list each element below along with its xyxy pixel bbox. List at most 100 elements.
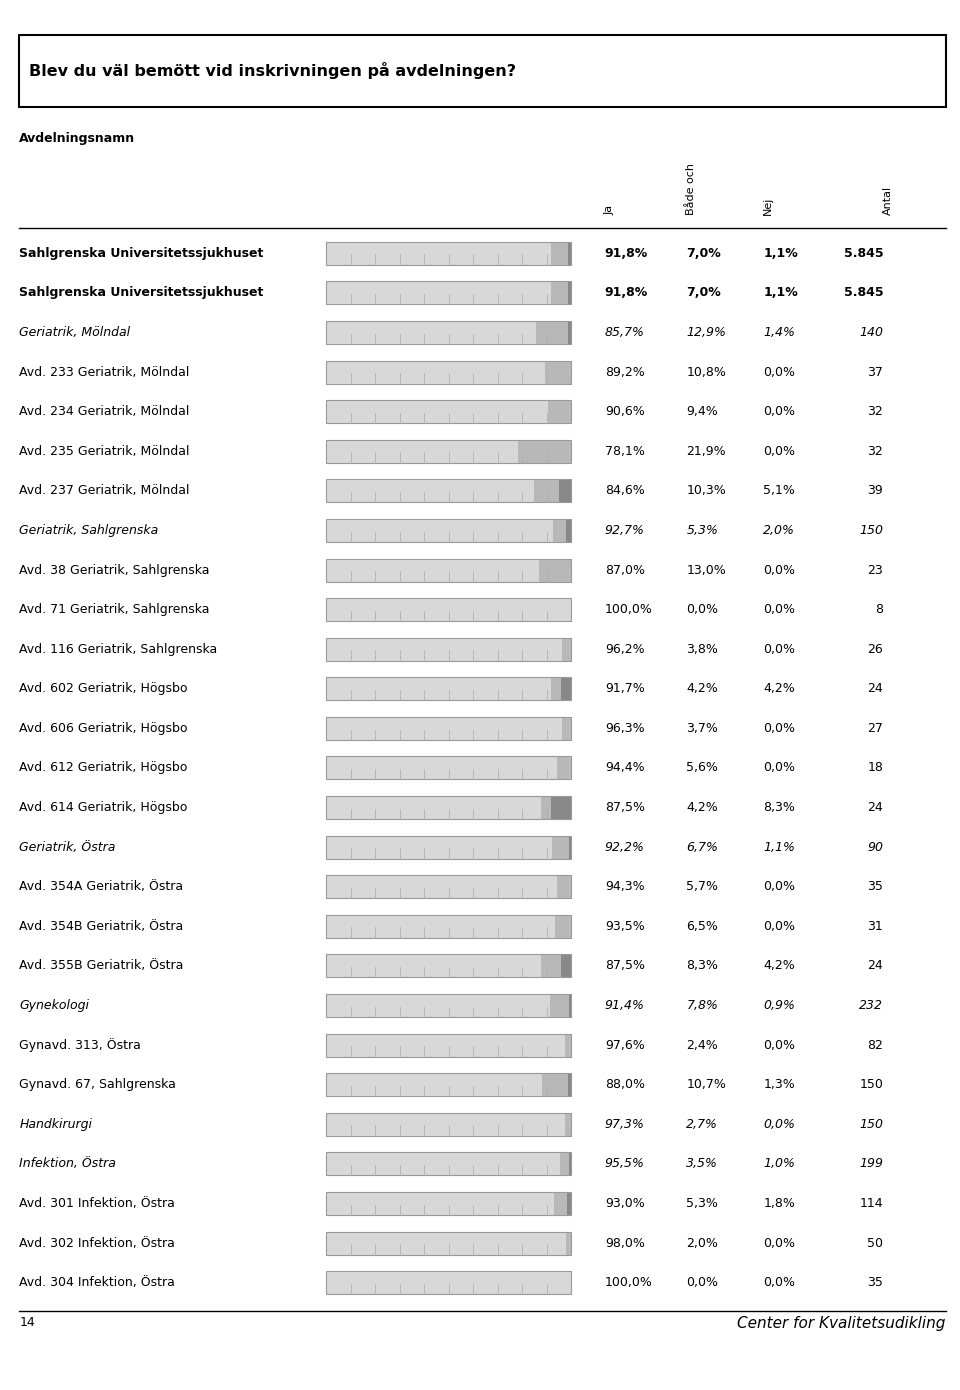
Text: 0,0%: 0,0%: [763, 1276, 795, 1289]
Text: Avd. 301 Infektion, Östra: Avd. 301 Infektion, Östra: [19, 1197, 175, 1209]
FancyBboxPatch shape: [568, 1073, 571, 1097]
Text: 5.845: 5.845: [844, 286, 883, 299]
Text: 24: 24: [868, 682, 883, 695]
Text: 114: 114: [859, 1197, 883, 1209]
Text: 5,7%: 5,7%: [686, 880, 718, 894]
Text: 4,2%: 4,2%: [763, 959, 795, 973]
Text: 26: 26: [868, 642, 883, 656]
Text: 6,5%: 6,5%: [686, 920, 718, 933]
FancyBboxPatch shape: [568, 242, 571, 265]
Text: Handkirurgi: Handkirurgi: [19, 1118, 92, 1131]
FancyBboxPatch shape: [551, 281, 568, 304]
FancyBboxPatch shape: [326, 480, 571, 502]
Text: Geriatrik, Östra: Geriatrik, Östra: [19, 841, 115, 853]
Text: Avd. 235 Geriatrik, Mölndal: Avd. 235 Geriatrik, Mölndal: [19, 445, 190, 457]
Text: 100,0%: 100,0%: [605, 1276, 653, 1289]
Text: 84,6%: 84,6%: [605, 484, 644, 498]
Text: 1,4%: 1,4%: [763, 327, 795, 339]
Text: 1,0%: 1,0%: [763, 1158, 795, 1170]
Text: 0,0%: 0,0%: [763, 642, 795, 656]
Text: 5,3%: 5,3%: [686, 524, 718, 537]
Text: 4,2%: 4,2%: [763, 682, 795, 695]
Text: 10,7%: 10,7%: [686, 1079, 727, 1091]
FancyBboxPatch shape: [326, 1073, 541, 1097]
Text: 0,0%: 0,0%: [686, 1276, 718, 1289]
Text: 150: 150: [859, 1118, 883, 1131]
FancyBboxPatch shape: [555, 915, 571, 938]
Text: 93,0%: 93,0%: [605, 1197, 644, 1209]
Text: 90,6%: 90,6%: [605, 404, 644, 418]
Text: 1,3%: 1,3%: [763, 1079, 795, 1091]
Text: 10,8%: 10,8%: [686, 366, 727, 378]
FancyBboxPatch shape: [326, 242, 551, 265]
Text: 27: 27: [867, 721, 883, 735]
FancyBboxPatch shape: [551, 242, 568, 265]
FancyBboxPatch shape: [326, 242, 571, 265]
FancyBboxPatch shape: [326, 400, 548, 423]
FancyBboxPatch shape: [326, 1034, 565, 1056]
Text: 4,2%: 4,2%: [686, 801, 718, 815]
FancyBboxPatch shape: [326, 835, 552, 859]
Text: 85,7%: 85,7%: [605, 327, 645, 339]
Text: Gynavd. 313, Östra: Gynavd. 313, Östra: [19, 1038, 141, 1052]
Text: 92,7%: 92,7%: [605, 524, 645, 537]
FancyBboxPatch shape: [558, 756, 571, 780]
Text: Avd. 612 Geriatrik, Högsbo: Avd. 612 Geriatrik, Högsbo: [19, 762, 187, 774]
FancyBboxPatch shape: [566, 518, 571, 542]
FancyBboxPatch shape: [326, 915, 555, 938]
Text: 8,3%: 8,3%: [686, 959, 718, 973]
FancyBboxPatch shape: [553, 518, 566, 542]
Text: 12,9%: 12,9%: [686, 327, 727, 339]
FancyBboxPatch shape: [554, 1193, 567, 1215]
FancyBboxPatch shape: [326, 915, 571, 938]
FancyBboxPatch shape: [569, 994, 571, 1017]
FancyBboxPatch shape: [548, 400, 571, 423]
Text: Center for Kvalitetsudikling: Center for Kvalitetsudikling: [737, 1316, 946, 1332]
FancyBboxPatch shape: [567, 321, 571, 343]
Text: 150: 150: [859, 1079, 883, 1091]
FancyBboxPatch shape: [326, 1193, 554, 1215]
Text: 88,0%: 88,0%: [605, 1079, 645, 1091]
Text: 5.845: 5.845: [844, 247, 883, 260]
FancyBboxPatch shape: [552, 835, 568, 859]
Text: 8: 8: [876, 603, 883, 616]
FancyBboxPatch shape: [326, 717, 563, 739]
Text: Nej: Nej: [763, 197, 773, 215]
FancyBboxPatch shape: [541, 1073, 568, 1097]
Text: Blev du väl bemött vid inskrivningen på avdelningen?: Blev du väl bemött vid inskrivningen på …: [29, 63, 516, 79]
Text: 10,3%: 10,3%: [686, 484, 726, 498]
FancyBboxPatch shape: [562, 677, 571, 701]
FancyBboxPatch shape: [19, 35, 946, 107]
Text: 0,0%: 0,0%: [763, 1038, 795, 1052]
FancyBboxPatch shape: [326, 321, 571, 343]
FancyBboxPatch shape: [550, 994, 569, 1017]
Text: 0,0%: 0,0%: [763, 1237, 795, 1250]
Text: 31: 31: [868, 920, 883, 933]
Text: Gynavd. 67, Sahlgrenska: Gynavd. 67, Sahlgrenska: [19, 1079, 176, 1091]
FancyBboxPatch shape: [561, 1152, 568, 1176]
Text: 90: 90: [867, 841, 883, 853]
FancyBboxPatch shape: [326, 876, 557, 898]
FancyBboxPatch shape: [544, 360, 571, 384]
FancyBboxPatch shape: [537, 321, 567, 343]
FancyBboxPatch shape: [326, 480, 534, 502]
Text: Infektion, Östra: Infektion, Östra: [19, 1158, 116, 1170]
FancyBboxPatch shape: [326, 994, 550, 1017]
FancyBboxPatch shape: [326, 1113, 564, 1136]
FancyBboxPatch shape: [326, 598, 571, 621]
Text: 21,9%: 21,9%: [686, 445, 726, 457]
FancyBboxPatch shape: [326, 756, 558, 780]
Text: 98,0%: 98,0%: [605, 1237, 645, 1250]
Text: Avd. 233 Geriatrik, Mölndal: Avd. 233 Geriatrik, Mölndal: [19, 366, 189, 378]
Text: 8,3%: 8,3%: [763, 801, 795, 815]
Text: 87,0%: 87,0%: [605, 563, 645, 577]
Text: 97,3%: 97,3%: [605, 1118, 645, 1131]
FancyBboxPatch shape: [326, 1152, 561, 1176]
FancyBboxPatch shape: [551, 677, 562, 701]
Text: 82: 82: [867, 1038, 883, 1052]
FancyBboxPatch shape: [567, 1193, 571, 1215]
Text: 5,6%: 5,6%: [686, 762, 718, 774]
Text: Avd. 302 Infektion, Östra: Avd. 302 Infektion, Östra: [19, 1237, 175, 1250]
FancyBboxPatch shape: [551, 796, 571, 819]
Text: 78,1%: 78,1%: [605, 445, 645, 457]
